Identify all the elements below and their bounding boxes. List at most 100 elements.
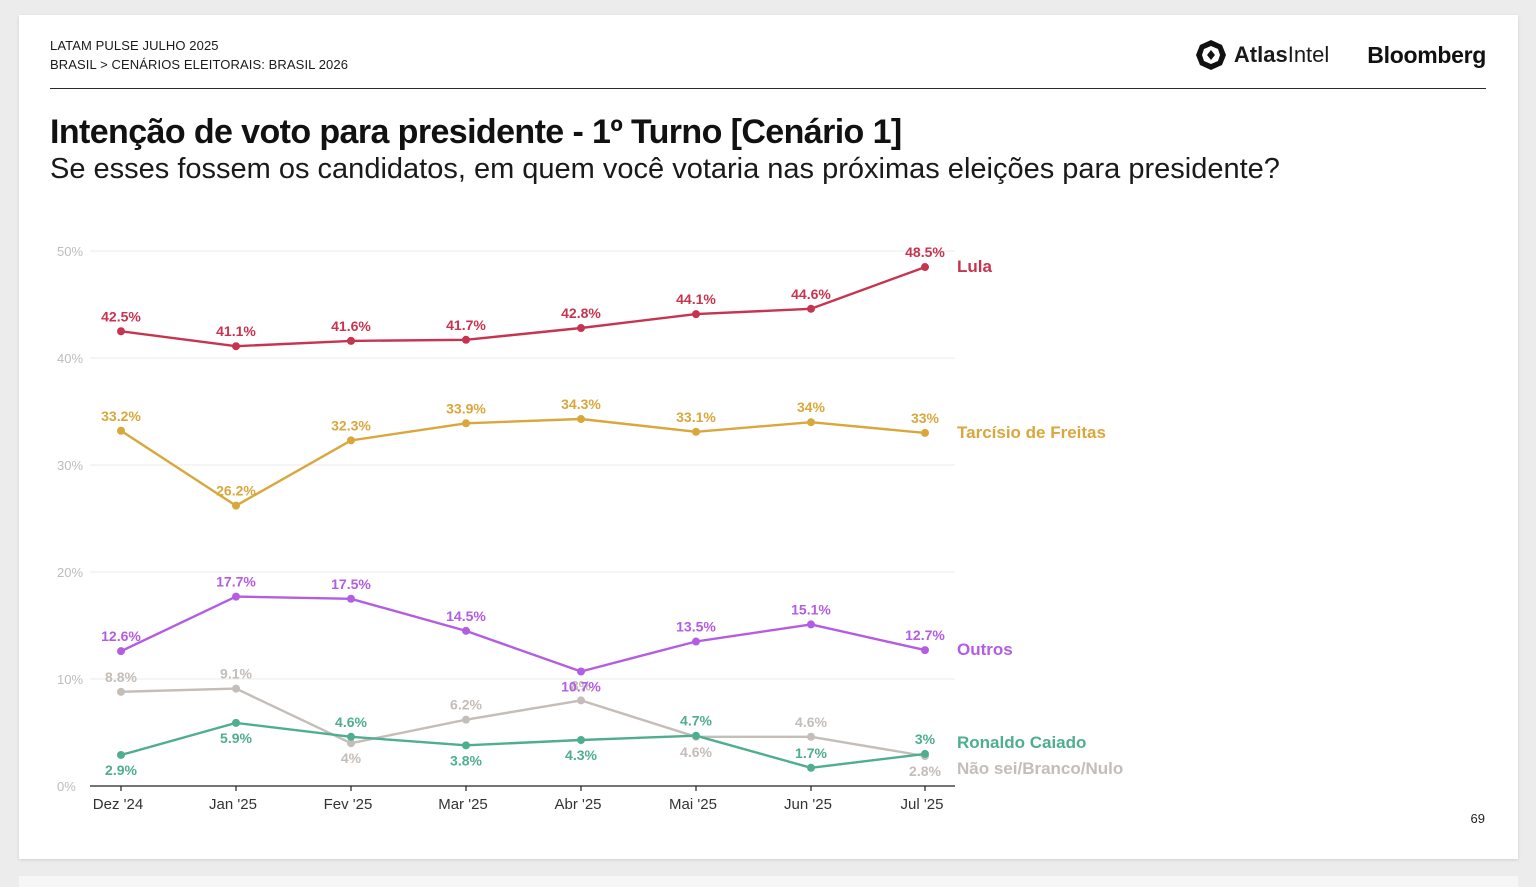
data-point-nao-sei-branco-nulo: [577, 696, 585, 705]
data-point-nao-sei-branco-nulo: [807, 732, 815, 741]
x-tick-label: Jun '25: [784, 796, 832, 813]
data-label-nao-sei-branco-nulo: 8.8%: [105, 669, 137, 685]
y-tick-label: 0%: [57, 779, 76, 794]
data-point-outros: [347, 594, 355, 603]
data-point-outros: [921, 646, 929, 655]
data-point-lula: [347, 336, 355, 345]
data-point-lula: [117, 327, 125, 336]
data-label-outros: 14.5%: [446, 608, 486, 624]
data-label-tarcisio-de-freitas: 26.2%: [216, 483, 256, 499]
data-label-nao-sei-branco-nulo: 4.6%: [795, 714, 827, 730]
data-label-ronaldo-caiado: 4.6%: [335, 714, 367, 730]
data-label-nao-sei-branco-nulo: 4.6%: [680, 744, 712, 760]
data-label-tarcisio-de-freitas: 34.3%: [561, 396, 601, 412]
series-line-ronaldo-caiado: [120, 721, 926, 769]
data-label-ronaldo-caiado: 4.7%: [680, 713, 712, 729]
data-label-lula: 44.1%: [676, 291, 716, 307]
data-point-outros: [692, 637, 700, 646]
data-label-lula: 48.5%: [905, 244, 945, 260]
data-point-ronaldo-caiado: [692, 731, 700, 740]
series-name-ronaldo-caiado: Ronaldo Caiado: [957, 733, 1086, 752]
data-point-ronaldo-caiado: [347, 732, 355, 741]
atlasintel-logo: AtlasIntel: [1195, 39, 1329, 71]
data-label-nao-sei-branco-nulo: 4%: [341, 750, 362, 766]
data-point-outros: [117, 647, 125, 656]
data-label-nao-sei-branco-nulo: 6.2%: [450, 697, 482, 713]
data-point-tarcisio-de-freitas: [577, 414, 585, 423]
data-point-outros: [577, 667, 585, 676]
next-slide-edge: [19, 876, 1518, 887]
data-label-tarcisio-de-freitas: 33.9%: [446, 400, 486, 416]
x-tick-label: Mai '25: [669, 796, 717, 813]
breadcrumb: BRASIL > CENÁRIOS ELEITORAIS: BRASIL 202…: [50, 57, 349, 72]
x-tick-label: Mar '25: [438, 796, 488, 813]
data-point-tarcisio-de-freitas: [921, 428, 929, 437]
x-tick-label: Jul '25: [901, 796, 944, 813]
data-label-ronaldo-caiado: 4.3%: [565, 747, 597, 763]
atlas-brand-light: Intel: [1287, 42, 1330, 67]
data-label-tarcisio-de-freitas: 33%: [911, 410, 940, 426]
data-point-lula: [232, 342, 240, 351]
series-name-tarcisio-de-freitas: Tarcísio de Freitas: [957, 423, 1106, 442]
data-label-outros: 12.7%: [905, 627, 945, 643]
y-tick-label: 30%: [57, 458, 83, 473]
report-series-label: LATAM PULSE JULHO 2025: [50, 38, 219, 53]
data-label-lula: 42.5%: [101, 308, 141, 324]
series-line-n-o-sei-branco-nulo: [120, 687, 926, 758]
data-point-tarcisio-de-freitas: [692, 427, 700, 436]
atlasintel-logo-icon: [1195, 40, 1226, 70]
series-name-lula: Lula: [957, 257, 992, 276]
data-label-ronaldo-caiado: 5.9%: [220, 730, 252, 746]
series-line-tarc-sio-de-freitas: [120, 417, 926, 507]
data-label-tarcisio-de-freitas: 33.2%: [101, 408, 141, 424]
data-point-tarcisio-de-freitas: [232, 501, 240, 510]
x-tick-label: Jan '25: [209, 796, 257, 813]
data-point-tarcisio-de-freitas: [347, 436, 355, 445]
data-point-outros: [462, 626, 470, 635]
data-label-outros: 15.1%: [791, 601, 831, 617]
data-point-ronaldo-caiado: [921, 749, 929, 758]
data-point-lula: [921, 263, 929, 272]
data-point-ronaldo-caiado: [232, 718, 240, 727]
header-divider: [50, 88, 1486, 89]
series-line-outros: [120, 595, 926, 673]
data-label-nao-sei-branco-nulo: 9.1%: [220, 666, 252, 682]
data-point-tarcisio-de-freitas: [807, 418, 815, 427]
page-subtitle: Se esses fossem os candidatos, em quem v…: [50, 153, 1280, 185]
data-label-nao-sei-branco-nulo: 8%: [571, 677, 592, 693]
slide: LATAM PULSE JULHO 2025 BRASIL > CENÁRIOS…: [19, 15, 1518, 859]
series-line-lula: [120, 265, 926, 348]
data-point-lula: [692, 310, 700, 319]
data-point-ronaldo-caiado: [462, 741, 470, 750]
page-title: Intenção de voto para presidente - 1º Tu…: [50, 113, 902, 151]
x-tick-label: Fev '25: [324, 796, 373, 813]
data-label-tarcisio-de-freitas: 34%: [797, 399, 826, 415]
data-point-ronaldo-caiado: [577, 735, 585, 744]
y-tick-label: 40%: [57, 351, 83, 366]
data-point-nao-sei-branco-nulo: [347, 739, 355, 748]
data-label-ronaldo-caiado: 3%: [915, 731, 936, 747]
data-point-nao-sei-branco-nulo: [117, 687, 125, 696]
data-label-ronaldo-caiado: 2.9%: [105, 762, 137, 778]
x-tick-label: Dez '24: [93, 796, 143, 813]
data-label-lula: 44.6%: [791, 286, 831, 302]
data-label-nao-sei-branco-nulo: 2.8%: [909, 763, 941, 779]
data-point-tarcisio-de-freitas: [462, 419, 470, 428]
data-point-lula: [462, 335, 470, 344]
y-tick-label: 20%: [57, 565, 83, 580]
brand-logos: AtlasIntel Bloomberg: [1195, 38, 1486, 72]
data-point-outros: [807, 620, 815, 629]
page-number: 69: [1470, 811, 1485, 826]
data-label-outros: 12.6%: [101, 628, 141, 644]
data-label-lula: 41.7%: [446, 317, 486, 333]
series-name-nao-sei-branco-nulo: Não sei/Branco/Nulo: [957, 759, 1123, 778]
data-point-tarcisio-de-freitas: [117, 426, 125, 435]
data-point-ronaldo-caiado: [807, 763, 815, 772]
data-label-ronaldo-caiado: 1.7%: [795, 745, 827, 761]
data-label-outros: 10.7%: [561, 679, 601, 695]
data-label-lula: 41.6%: [331, 318, 371, 334]
data-label-outros: 13.5%: [676, 619, 716, 635]
data-label-tarcisio-de-freitas: 32.3%: [331, 417, 371, 433]
atlas-brand-bold: Atlas: [1233, 42, 1288, 67]
